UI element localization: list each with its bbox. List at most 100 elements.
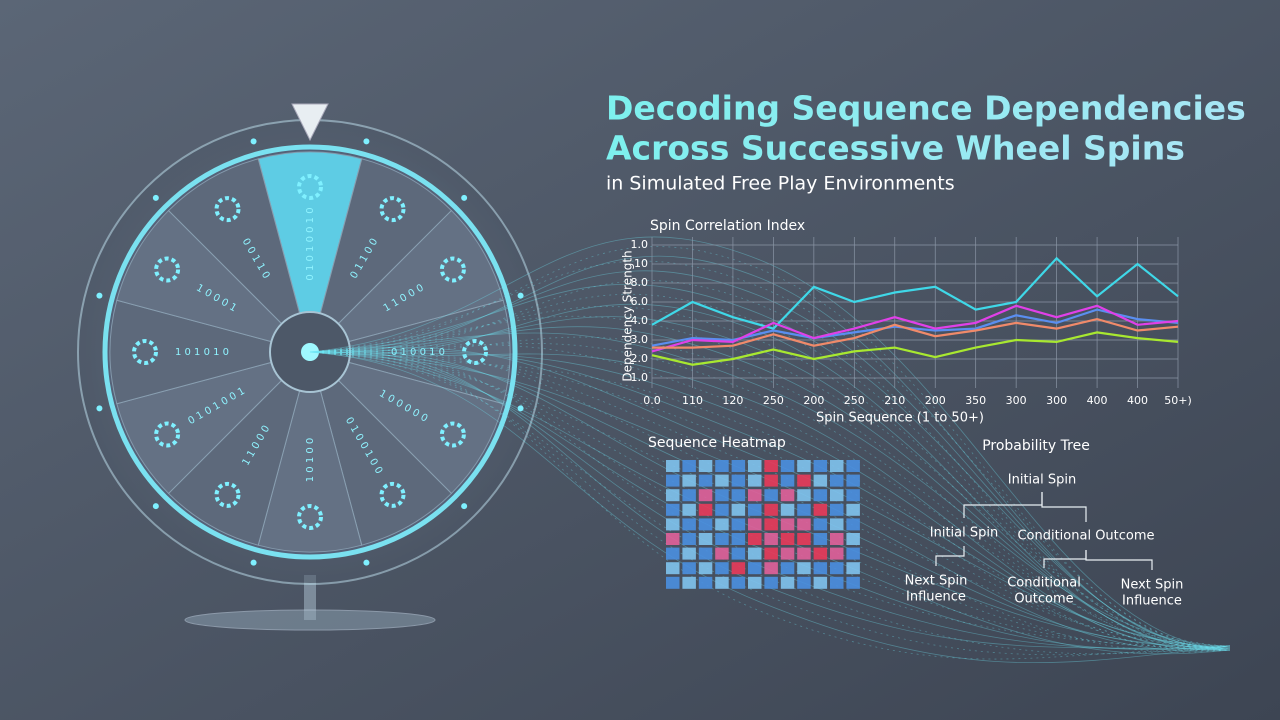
x-tick-label: 350 bbox=[965, 394, 986, 407]
heatmap-cell bbox=[830, 547, 844, 560]
heatmap-cell bbox=[764, 503, 778, 516]
stream-line bbox=[309, 316, 1231, 649]
heatmap-cell bbox=[830, 518, 844, 531]
heatmap-cell bbox=[698, 576, 713, 589]
stream-line bbox=[309, 255, 1231, 648]
heatmap-cell bbox=[731, 562, 746, 575]
heatmap-cell bbox=[698, 562, 713, 575]
heatmap-cell bbox=[715, 503, 729, 516]
heatmap-cell bbox=[666, 460, 680, 472]
heatmap-cell bbox=[780, 503, 795, 516]
tick-light bbox=[517, 405, 524, 412]
heatmap bbox=[666, 460, 860, 589]
heatmap-cell bbox=[846, 562, 860, 575]
y-tick-label: 4.0 bbox=[631, 314, 649, 327]
heatmap-cell bbox=[846, 489, 860, 502]
heatmap-cell bbox=[698, 503, 713, 516]
heatmap-cell bbox=[813, 518, 828, 531]
gear-icon bbox=[439, 256, 466, 283]
heatmap-cell bbox=[682, 474, 696, 487]
heatmap-cell bbox=[698, 547, 713, 560]
x-tick-label: 300 bbox=[1046, 394, 1067, 407]
stream-line bbox=[309, 344, 1231, 647]
heatmap-cell bbox=[731, 474, 746, 487]
line-chart: 1.0 10 8.0 6.0 4.0 3.0 2.0 1.0 0.0 110 120 250 200 25… bbox=[631, 237, 1192, 407]
heatmap-cell bbox=[715, 547, 729, 560]
heatmap-cell bbox=[698, 489, 713, 502]
heatmap-cell bbox=[830, 489, 844, 502]
stream-line bbox=[309, 351, 1231, 653]
heatmap-cell bbox=[748, 503, 762, 516]
stream-line bbox=[309, 336, 1231, 650]
heatmap-cell bbox=[846, 576, 860, 589]
heatmap-cell bbox=[797, 562, 811, 575]
binary-code: 0 1 0 0 1 0 bbox=[391, 347, 445, 358]
gear-icon bbox=[132, 339, 158, 365]
heatmap-cell bbox=[764, 547, 778, 560]
heatmap-cell bbox=[830, 533, 844, 545]
heatmap-cell bbox=[731, 547, 746, 560]
tick-light bbox=[517, 292, 524, 299]
heatmap-cell bbox=[682, 460, 696, 472]
heatmap-cell bbox=[748, 474, 762, 487]
heatmap-cell bbox=[813, 474, 828, 487]
heatmap-cell bbox=[666, 576, 680, 589]
tick-light bbox=[363, 559, 370, 566]
x-tick-label: 210 bbox=[884, 394, 905, 407]
heatmap-cell bbox=[731, 460, 746, 472]
heatmap-cell bbox=[764, 576, 778, 589]
heatmap-cell bbox=[830, 503, 844, 516]
heatmap-cell bbox=[715, 474, 729, 487]
heatmap-cell bbox=[715, 533, 729, 545]
heatmap-cell bbox=[764, 533, 778, 545]
heatmap-cell bbox=[715, 489, 729, 502]
heatmap-cell bbox=[748, 576, 762, 589]
x-tick-label: 250 bbox=[763, 394, 784, 407]
series-line bbox=[652, 317, 1179, 349]
heatmap-cell bbox=[698, 533, 713, 545]
heatmap-cell bbox=[846, 474, 860, 487]
stream-line bbox=[309, 351, 1231, 664]
tree-node-label: Outcome bbox=[1014, 592, 1073, 607]
y-axis-label: Dependency Strength bbox=[621, 250, 635, 381]
heatmap-cell bbox=[780, 576, 795, 589]
stand-pole bbox=[304, 575, 316, 620]
heatmap-cell bbox=[764, 518, 778, 531]
heatmap-title: Sequence Heatmap bbox=[648, 435, 786, 451]
stream-line bbox=[309, 284, 1231, 651]
stream-line bbox=[309, 303, 1231, 648]
stream-line bbox=[309, 346, 1231, 649]
heatmap-cell bbox=[731, 489, 746, 502]
heatmap-cell bbox=[846, 518, 860, 531]
y-tick-label: 3.0 bbox=[631, 333, 649, 346]
x-tick-label: 120 bbox=[722, 394, 743, 407]
wheel-segment bbox=[167, 158, 301, 325]
probability-tree: Initial Spin Initial Spin Conditional Outc… bbox=[905, 473, 1184, 609]
heatmap-cell bbox=[666, 474, 680, 487]
y-tick-label: 1.0 bbox=[631, 371, 649, 384]
tick-light bbox=[250, 138, 257, 145]
tick-light bbox=[461, 503, 468, 510]
heatmap-cell bbox=[682, 503, 696, 516]
tree-edge bbox=[1085, 550, 1153, 570]
heatmap-cell bbox=[797, 576, 811, 589]
heatmap-cell bbox=[682, 547, 696, 560]
binary-code: 0 1 0 1 0 0 1 0 bbox=[305, 207, 316, 280]
heatmap-cell bbox=[698, 474, 713, 487]
heatmap-cell bbox=[813, 533, 828, 545]
heatmap-cell bbox=[813, 576, 828, 589]
heatmap-cell bbox=[764, 460, 778, 472]
heatmap-cell bbox=[731, 503, 746, 516]
tree-node-label: Conditional bbox=[1007, 576, 1081, 591]
heatmap-cell bbox=[797, 460, 811, 472]
x-tick-label: 200 bbox=[925, 394, 946, 407]
heatmap-cell bbox=[764, 562, 778, 575]
heatmap-cell bbox=[748, 533, 762, 545]
tick-light bbox=[96, 405, 103, 412]
heatmap-cell bbox=[846, 460, 860, 472]
stream-line bbox=[309, 306, 1231, 651]
gear-icon bbox=[462, 339, 488, 365]
heatmap-cell bbox=[748, 562, 762, 575]
heatmap-cell bbox=[731, 576, 746, 589]
heatmap-cell bbox=[764, 489, 778, 502]
